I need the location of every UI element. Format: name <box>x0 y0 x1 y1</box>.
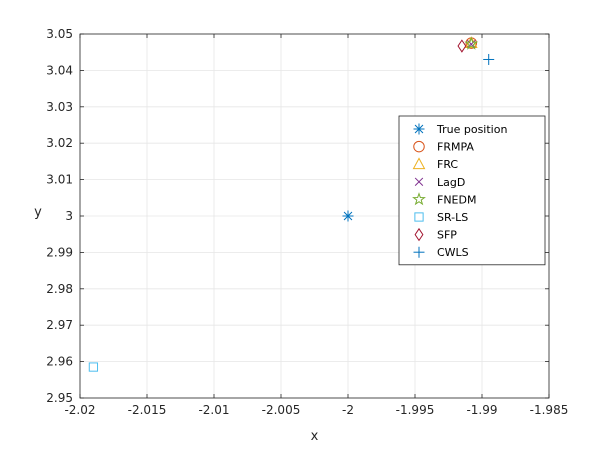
legend-label-fnedm: FNEDM <box>437 193 476 206</box>
plot-frame <box>79 33 550 399</box>
legend-marker-sfp <box>414 227 424 242</box>
legend-label-lagd: LagD <box>437 176 465 189</box>
y-tick-label: 3.01 <box>46 173 73 187</box>
x-tick-label: -1.99 <box>466 403 497 417</box>
legend-label-frmpa: FRMPA <box>437 141 474 154</box>
y-tick-label: 3.02 <box>46 136 73 150</box>
y-tick-label: 2.96 <box>46 355 73 369</box>
point-cwls <box>483 53 495 65</box>
y-tick-label: 3 <box>65 209 73 223</box>
legend-marker-frc <box>412 157 426 170</box>
y-tick-label: 3.04 <box>46 63 73 77</box>
x-tick-label: -2.015 <box>128 403 167 417</box>
legend-label-frc: FRC <box>437 158 458 171</box>
x-tick-label: -2.005 <box>262 403 301 417</box>
point-fnedm <box>464 36 479 50</box>
y-tick-label: 2.98 <box>46 282 73 296</box>
y-tick-label: 3.03 <box>46 100 73 114</box>
x-tick-label: -1.985 <box>530 403 569 417</box>
y-axis-label: y <box>34 205 42 220</box>
x-tick-label: -1.995 <box>396 403 435 417</box>
legend-marker-fnedm <box>412 192 426 206</box>
point-sfp <box>457 39 467 53</box>
legend-label-sr-ls: SR-LS <box>437 211 468 224</box>
legend-label-cwls: CWLS <box>437 246 469 259</box>
data-points <box>88 36 495 372</box>
x-tick-label: -2.02 <box>64 403 95 417</box>
legend-marker-frmpa <box>413 140 425 153</box>
axis-ticks: -2.02 -2.015 -2.01 -2.005 -2 -1.995 -1.99 -1.98… <box>46 27 568 417</box>
point-true-position <box>342 210 354 222</box>
legend-label-sfp: SFP <box>437 229 457 242</box>
legend-marker-sr-ls <box>414 212 424 222</box>
legend-label-true-position: True position <box>436 123 507 136</box>
legend-box <box>398 115 546 266</box>
legend: True position FRMPA FRC LagD FNEDM SR-LS SFP CW… <box>398 115 546 266</box>
y-tick-label: 2.95 <box>46 391 73 405</box>
legend-marker-lagd <box>414 177 424 187</box>
point-sr-ls <box>88 362 99 372</box>
x-tick-label: -2 <box>342 403 354 417</box>
y-tick-label: 2.99 <box>46 245 73 259</box>
legend-marker-true-position <box>413 123 425 135</box>
legend-marker-cwls <box>413 246 425 258</box>
y-tick-label: 3.05 <box>46 27 73 41</box>
y-tick-label: 2.97 <box>46 318 73 332</box>
x-axis-label: x <box>311 429 319 444</box>
x-tick-label: -2.01 <box>198 403 229 417</box>
